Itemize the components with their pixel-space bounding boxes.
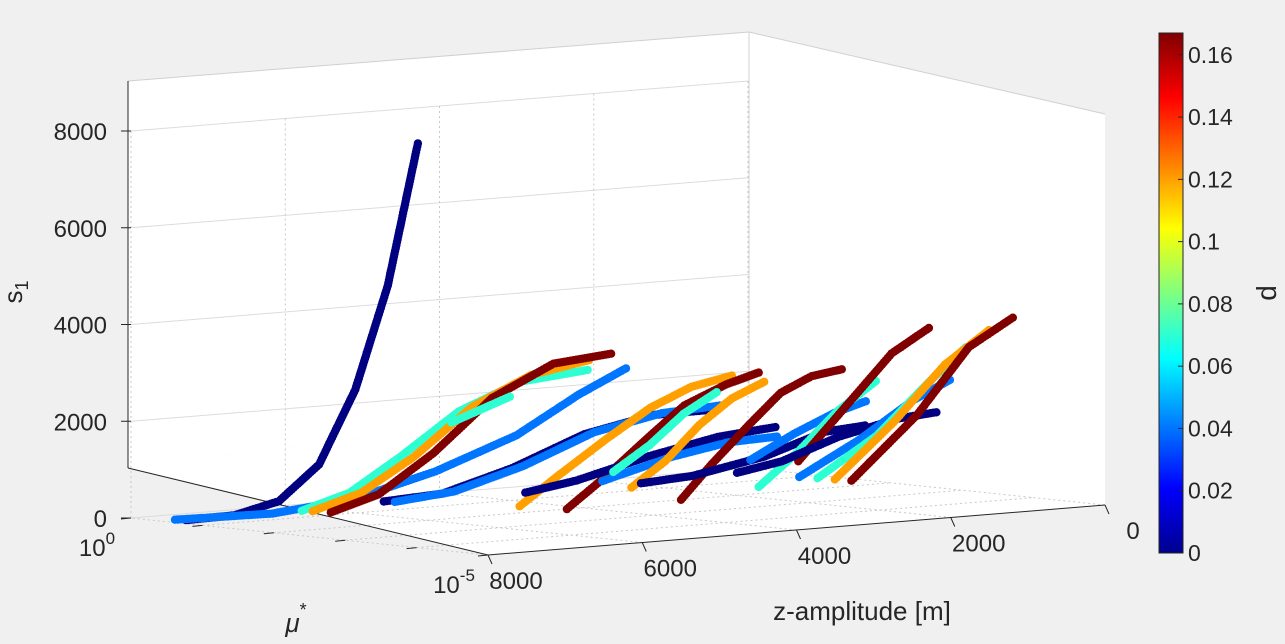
colorbar-tick-label: 0.02 [1188, 478, 1233, 504]
y-tick-base: 10 [79, 535, 106, 562]
colorbar-tick-label: 0.12 [1188, 166, 1233, 192]
x-tick-label: 4000 [798, 543, 851, 570]
z-tick-label: 4000 [54, 313, 107, 340]
data-point [760, 377, 769, 386]
series-group [447, 392, 514, 427]
series-group [847, 313, 1017, 485]
colorbar-tick-label: 0.08 [1188, 291, 1233, 317]
grid-line [273, 482, 891, 534]
y-tick-mark [263, 532, 274, 535]
data-point [932, 408, 941, 417]
grid-line [416, 497, 1034, 549]
series-group [609, 388, 721, 477]
data-point [621, 364, 631, 373]
colorbar-tick-label: 0.1 [1188, 229, 1220, 255]
data-point [1008, 313, 1017, 322]
y-tick-mark [192, 524, 203, 527]
x-tick-mark [1104, 504, 1110, 515]
x-tick-label: 8000 [489, 568, 542, 595]
x-tick-mark [950, 517, 956, 527]
series-group [326, 349, 616, 517]
y-tick-mark [335, 539, 346, 542]
series-group [181, 139, 423, 525]
data-point [754, 368, 763, 377]
grid-line [345, 489, 963, 541]
x-tick-label: 6000 [644, 556, 697, 583]
y-tick-base: 10 [433, 572, 460, 599]
y-tick-mark [120, 517, 132, 520]
series-group [515, 371, 736, 511]
z-axis-label-main: s [0, 291, 28, 304]
data-point [413, 139, 423, 148]
z-tick-label: 6000 [54, 216, 107, 243]
z-axis-label: s1 [0, 280, 32, 303]
colorbar [1158, 32, 1184, 554]
colorbar-tick-label: 0 [1188, 540, 1201, 566]
data-point [861, 397, 870, 406]
colorbar-tick-label: 0.04 [1188, 415, 1233, 441]
z-axis-label-sub: 1 [12, 280, 32, 290]
data-points [170, 139, 1017, 525]
series-group [390, 401, 724, 507]
y-tick-label: 10-5 [433, 566, 475, 599]
y-tick-label: 100 [79, 529, 115, 562]
colorbar-tick-label: 0.14 [1188, 104, 1233, 130]
y-tick-mark [477, 554, 489, 557]
x-axis-label: z-amplitude [m] [773, 596, 951, 626]
y-tick-exp: -5 [460, 566, 475, 585]
grid-lines [130, 80, 1106, 556]
x-tick-mark [487, 554, 493, 565]
x-tick-mark [796, 529, 801, 540]
series-group [627, 377, 769, 492]
data-point [505, 392, 514, 401]
x-tick-label: 0 [1126, 518, 1139, 545]
z-tick-label: 8000 [54, 119, 107, 146]
y-tick-exp: 0 [106, 529, 115, 548]
colorbar-tick-label: 0.06 [1188, 353, 1233, 379]
x-tick-label: 2000 [952, 531, 1005, 558]
data-point [583, 365, 592, 375]
grid-line [202, 474, 820, 526]
y-axis-label-main: μ [284, 608, 299, 638]
y-axis-label-sup: * [300, 600, 307, 620]
y-axis-label: μ* [284, 600, 306, 638]
y-tick-mark [406, 547, 417, 550]
colorbar-ticks: 0 0.02 0.04 0.06 0.08 0.1 0.12 0.14 0.16 [1178, 42, 1233, 566]
data-point [837, 365, 846, 374]
colorbar-tick-label: 0.16 [1188, 42, 1233, 68]
colorbar-label: d [1251, 285, 1282, 301]
data-point [924, 323, 934, 333]
z-tick-label: 0 [94, 506, 107, 533]
data-point [771, 422, 780, 432]
z-tick-label: 2000 [54, 409, 107, 436]
grid-line [130, 274, 749, 325]
data-point [606, 349, 616, 358]
data-point [712, 388, 721, 397]
x-tick-mark [641, 542, 647, 552]
